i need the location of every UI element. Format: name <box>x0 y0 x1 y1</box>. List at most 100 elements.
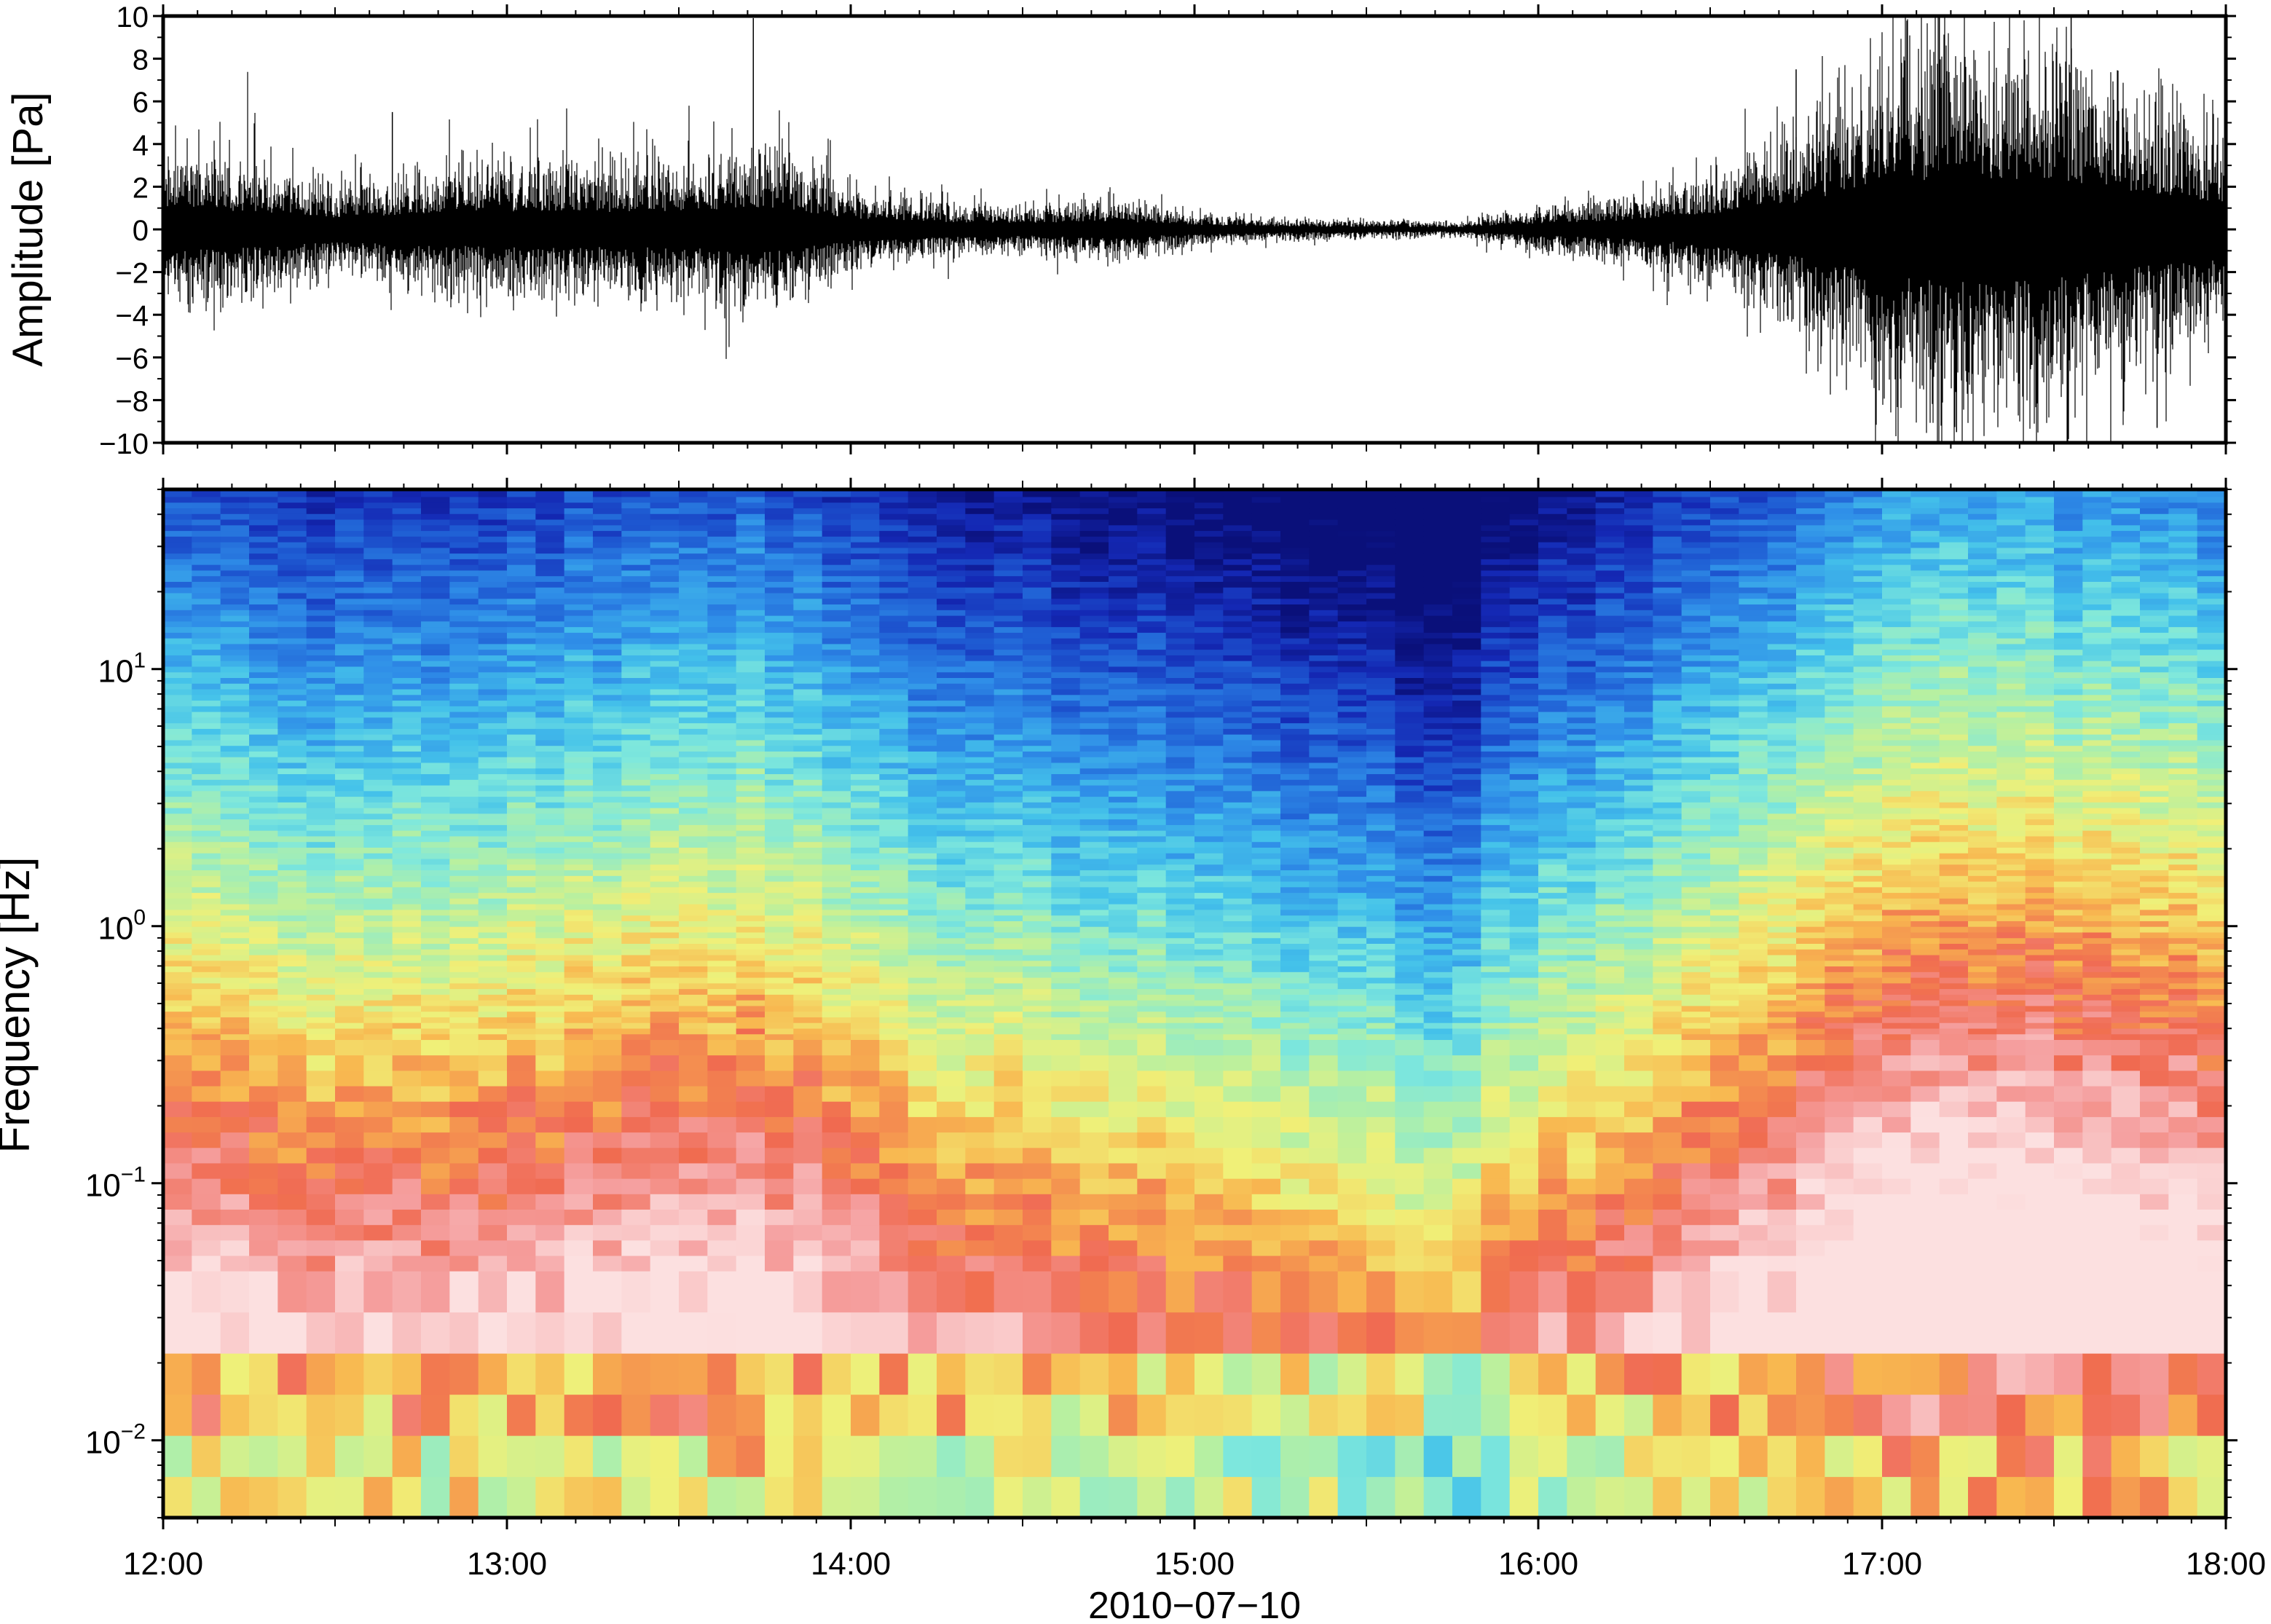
spectrogram-cell <box>192 536 221 543</box>
spectrogram-cell <box>163 1147 192 1164</box>
spectrogram-cell <box>1051 739 1081 746</box>
spectrogram-cell <box>793 620 823 628</box>
spectrogram-cell <box>335 1022 364 1029</box>
spectrogram-cell <box>1194 734 1224 741</box>
spectrogram-cell <box>1165 988 1195 995</box>
spectrogram-cell <box>1223 671 1253 678</box>
spectrogram-cell <box>392 870 422 876</box>
spectrogram-cell <box>363 1132 393 1148</box>
spectrogram-cell <box>851 564 880 571</box>
spectrogram-cell <box>392 847 422 854</box>
spectrogram-cell <box>965 1070 995 1087</box>
spectrogram-cell <box>765 542 794 548</box>
spectrogram-cell <box>1194 875 1224 882</box>
spectrogram-cell <box>1309 1116 1339 1133</box>
spectrogram-cell <box>1109 1194 1138 1210</box>
spectrogram-cell <box>851 1224 880 1241</box>
spectrogram-cell <box>478 508 508 514</box>
spectrogram-cell <box>908 1022 937 1029</box>
spectrogram-cell <box>1079 530 1109 537</box>
spectrogram-cell <box>335 671 364 678</box>
spectrogram-cell <box>593 762 622 769</box>
spectrogram-cell <box>278 1055 307 1071</box>
spectrogram-cell <box>249 949 278 955</box>
spectrogram-cell <box>249 841 278 848</box>
spectrogram-cell <box>650 886 680 894</box>
spectrogram-cell <box>736 937 765 944</box>
spectrogram-cell <box>1223 751 1253 757</box>
spectrogram-cell <box>507 536 536 543</box>
spectrogram-cell <box>793 666 823 673</box>
spectrogram-cell <box>392 524 422 532</box>
spectrogram-cell <box>1223 564 1253 571</box>
spectrogram-cell <box>1251 858 1281 865</box>
spectrogram-cell <box>707 1132 737 1148</box>
spectrogram-cell <box>621 988 651 995</box>
spectrogram-cell <box>535 524 565 532</box>
spectrogram-cell <box>736 655 765 661</box>
spectrogram-cell <box>564 688 594 695</box>
spectrogram-cell <box>421 688 450 695</box>
spectrogram-cell <box>449 496 479 503</box>
spectrogram-cell <box>851 728 880 735</box>
spectrogram-cell <box>793 1224 823 1241</box>
spectrogram-cell <box>1079 508 1109 514</box>
spectrogram-cell <box>650 904 680 910</box>
spectrogram-cell <box>707 954 737 961</box>
spectrogram-cell <box>1251 1435 1281 1478</box>
spectrogram-cell <box>449 779 479 786</box>
spectrogram-cell <box>478 502 508 509</box>
spectrogram-cell <box>1309 926 1339 933</box>
spectrogram-cell <box>993 706 1023 712</box>
spectrogram-cell <box>249 688 278 695</box>
spectrogram-cell <box>707 524 737 532</box>
spectrogram-cell <box>220 994 250 1001</box>
spectrogram-cell <box>707 542 737 548</box>
spectrogram-cell <box>965 931 995 939</box>
spectrogram-cell <box>363 954 393 961</box>
spectrogram-cell <box>1251 762 1281 769</box>
spectrogram-cell <box>593 949 622 955</box>
spectrogram-cell <box>793 835 823 843</box>
spectrogram-cell <box>192 1239 221 1256</box>
spectrogram-cell <box>392 1022 422 1029</box>
spectrogram-cell <box>449 1022 479 1029</box>
spectrogram-cell <box>993 875 1023 882</box>
spectrogram-cell <box>220 587 250 594</box>
spectrogram-cell <box>1280 536 1310 543</box>
spectrogram-cell <box>822 491 851 497</box>
spectrogram-cell <box>1165 706 1195 712</box>
spectrogram-cell <box>1023 524 1052 532</box>
spectrogram-cell <box>449 1116 479 1133</box>
spectrogram-cell <box>679 1055 708 1071</box>
spectrogram-cell <box>163 880 192 888</box>
spectrogram-cell <box>1165 688 1195 695</box>
spectrogram-cell <box>993 982 1023 990</box>
spectrogram-cell <box>993 779 1023 786</box>
spectrogram-cell <box>478 491 508 497</box>
spectrogram-cell <box>965 739 995 746</box>
spectrogram-cell <box>163 813 192 820</box>
spectrogram-cell <box>765 638 794 645</box>
spectrogram-cell <box>1165 858 1195 865</box>
spectrogram-cell <box>163 592 192 599</box>
spectrogram-cell <box>535 892 565 899</box>
spectrogram-cell <box>650 722 680 729</box>
spectrogram-cell <box>679 762 708 769</box>
spectrogram-cell <box>564 1033 594 1041</box>
spectrogram-cell <box>1023 779 1052 786</box>
spectrogram-cell <box>1165 632 1195 639</box>
spectrogram-cell <box>707 757 737 763</box>
spectrogram-cell <box>1023 508 1052 514</box>
spectrogram-cell <box>736 751 765 757</box>
spectrogram-cell <box>335 1017 364 1023</box>
spectrogram-cell <box>851 592 880 599</box>
spectrogram-cell <box>937 1116 966 1133</box>
spectrogram-cell <box>1251 559 1281 565</box>
spectrogram-cell <box>335 524 364 532</box>
spectrogram-cell <box>478 547 508 554</box>
spectrogram-cell <box>908 604 937 610</box>
spectrogram-cell <box>765 931 794 939</box>
spectrogram-cell <box>908 784 937 792</box>
spectrogram-cell <box>793 1147 823 1164</box>
